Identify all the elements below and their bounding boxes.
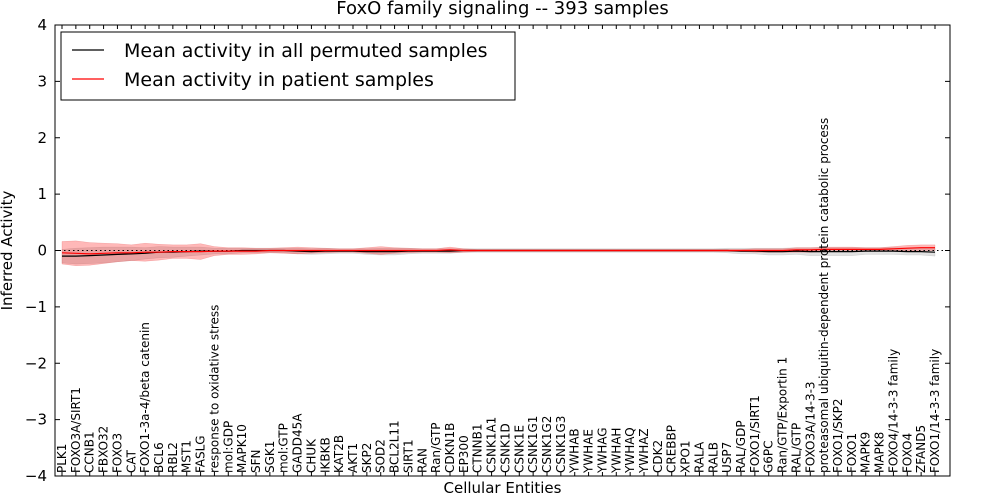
x-category-label: CSNK1G3 — [554, 416, 568, 473]
x-category-label: G6PC — [762, 440, 776, 473]
y-tick-label: 2 — [37, 129, 47, 147]
x-category-label: RAL/GTP — [789, 423, 803, 473]
y-tick-label: 1 — [37, 185, 47, 203]
x-category-label: CSNK1G1 — [526, 416, 540, 473]
chart-title: FoxO family signaling -- 393 samples — [336, 0, 668, 19]
x-category-label: YWHAZ — [637, 428, 651, 474]
x-category-label: GADD45A — [291, 413, 305, 473]
x-category-label: FOXO4 — [900, 433, 914, 473]
x-category-label: CDK2 — [651, 440, 665, 473]
x-category-label: response to oxidative stress — [207, 305, 221, 473]
y-tick-label: 0 — [37, 242, 47, 260]
x-category-label: CSNK1D — [498, 423, 512, 473]
x-category-label: PLK1 — [55, 444, 69, 473]
x-category-label: IKBKB — [318, 437, 332, 473]
legend: Mean activity in all permuted samples Me… — [60, 31, 516, 101]
x-category-label: Ran/GTP/Exportin 1 — [776, 357, 790, 473]
y-axis: −4 −3 −2 −1 0 1 2 3 4 — [25, 16, 950, 485]
x-category-label: FOXO3 — [110, 433, 124, 473]
x-category-label: CTNNB1 — [471, 423, 485, 473]
x-category-label: RALB — [706, 442, 720, 473]
legend-box — [60, 31, 516, 101]
x-category-label: YWHAB — [568, 428, 582, 474]
x-category-label: BCL2L11 — [388, 420, 402, 473]
x-category-label: mol:GTP — [277, 423, 291, 473]
x-category-label: FOXO1/SIRT1 — [748, 395, 762, 473]
x-category-label: CREBBP — [665, 425, 679, 473]
x-category-label: EP300 — [457, 435, 471, 473]
x-category-label: BCL6 — [152, 442, 166, 473]
x-category-label: CHUK — [304, 438, 318, 473]
y-axis-title: Inferred Activity — [0, 190, 16, 310]
x-category-label: proteasomal ubiquitin-dependent protein … — [817, 118, 831, 473]
x-category-label: FOXO4/14-3-3 family — [886, 349, 900, 473]
x-category-label: YWHAQ — [623, 427, 637, 474]
x-category-label: YWHAH — [609, 428, 623, 474]
band-patient — [61, 240, 936, 266]
x-category-label: MAPK10 — [235, 424, 249, 473]
x-category-label: MAPK8 — [873, 432, 887, 473]
x-category-label: CSNK1G2 — [540, 416, 554, 473]
x-category-label: CSNK1A1 — [485, 417, 499, 473]
x-category-label: CCNB1 — [83, 431, 97, 473]
x-category-label: KAT2B — [332, 435, 346, 473]
x-category-label: SKP2 — [360, 443, 374, 473]
x-category-label: mol:GDP — [221, 421, 235, 473]
x-category-label: FOXO1/14-3-3 family — [928, 349, 942, 473]
x-category-label: FBXO32 — [97, 426, 111, 473]
x-category-label: FOXO3A/14-3-3 — [803, 381, 817, 473]
x-category-label: RAL/GDP — [734, 420, 748, 473]
x-category-label: RALA — [692, 441, 706, 473]
y-tick-label: 3 — [37, 72, 47, 90]
x-category-label: YWHAE — [582, 429, 596, 474]
x-category-label: RAN — [415, 448, 429, 473]
series-line-patient — [61, 247, 935, 255]
x-category-label: SOD2 — [374, 439, 388, 473]
x-category-label: FOXO1-3a-4/beta catenin — [138, 322, 152, 473]
x-category-label: YWHAG — [595, 427, 609, 474]
y-tick-label: −2 — [25, 354, 47, 372]
series-lines — [61, 247, 936, 257]
x-category-label: CSNK1E — [512, 425, 526, 473]
x-category-label: MAPK9 — [859, 432, 873, 473]
x-category-label: CDKN1B — [443, 423, 457, 473]
x-category-label: FASLG — [194, 435, 208, 473]
x-category-label: FOXO1 — [845, 433, 859, 473]
x-category-label: XPO1 — [679, 440, 693, 473]
x-category-label: CAT — [124, 449, 138, 473]
x-category-label: MST1 — [180, 440, 194, 473]
x-category-label: Ran/GTP — [429, 422, 443, 473]
legend-label-patient: Mean activity in patient samples — [124, 69, 434, 91]
y-tick-label: −4 — [25, 467, 47, 485]
x-axis-title: Cellular Entities — [444, 479, 562, 497]
y-tick-label: 4 — [37, 16, 47, 34]
legend-label-permuted: Mean activity in all permuted samples — [124, 40, 487, 62]
x-category-label: RBL2 — [166, 442, 180, 473]
x-category-label: SFN — [249, 450, 263, 474]
x-category-label: AKT1 — [346, 443, 360, 473]
x-category-label: SGK1 — [263, 441, 277, 473]
x-category-label: SIRT1 — [401, 439, 415, 473]
y-tick-label: −1 — [25, 298, 47, 316]
y-tick-label: −3 — [25, 411, 47, 429]
x-category-label: USP7 — [720, 442, 734, 473]
x-axis: PLK1 FOXO3A/SIRT1 CCNB1 FBXO32 FOXO3 CAT FOXO1… — [55, 25, 942, 476]
x-category-label: FOXO1/SKP2 — [831, 398, 845, 473]
x-category-label: ZFAND5 — [914, 425, 928, 473]
x-category-label: FOXO3A/SIRT1 — [69, 387, 83, 473]
